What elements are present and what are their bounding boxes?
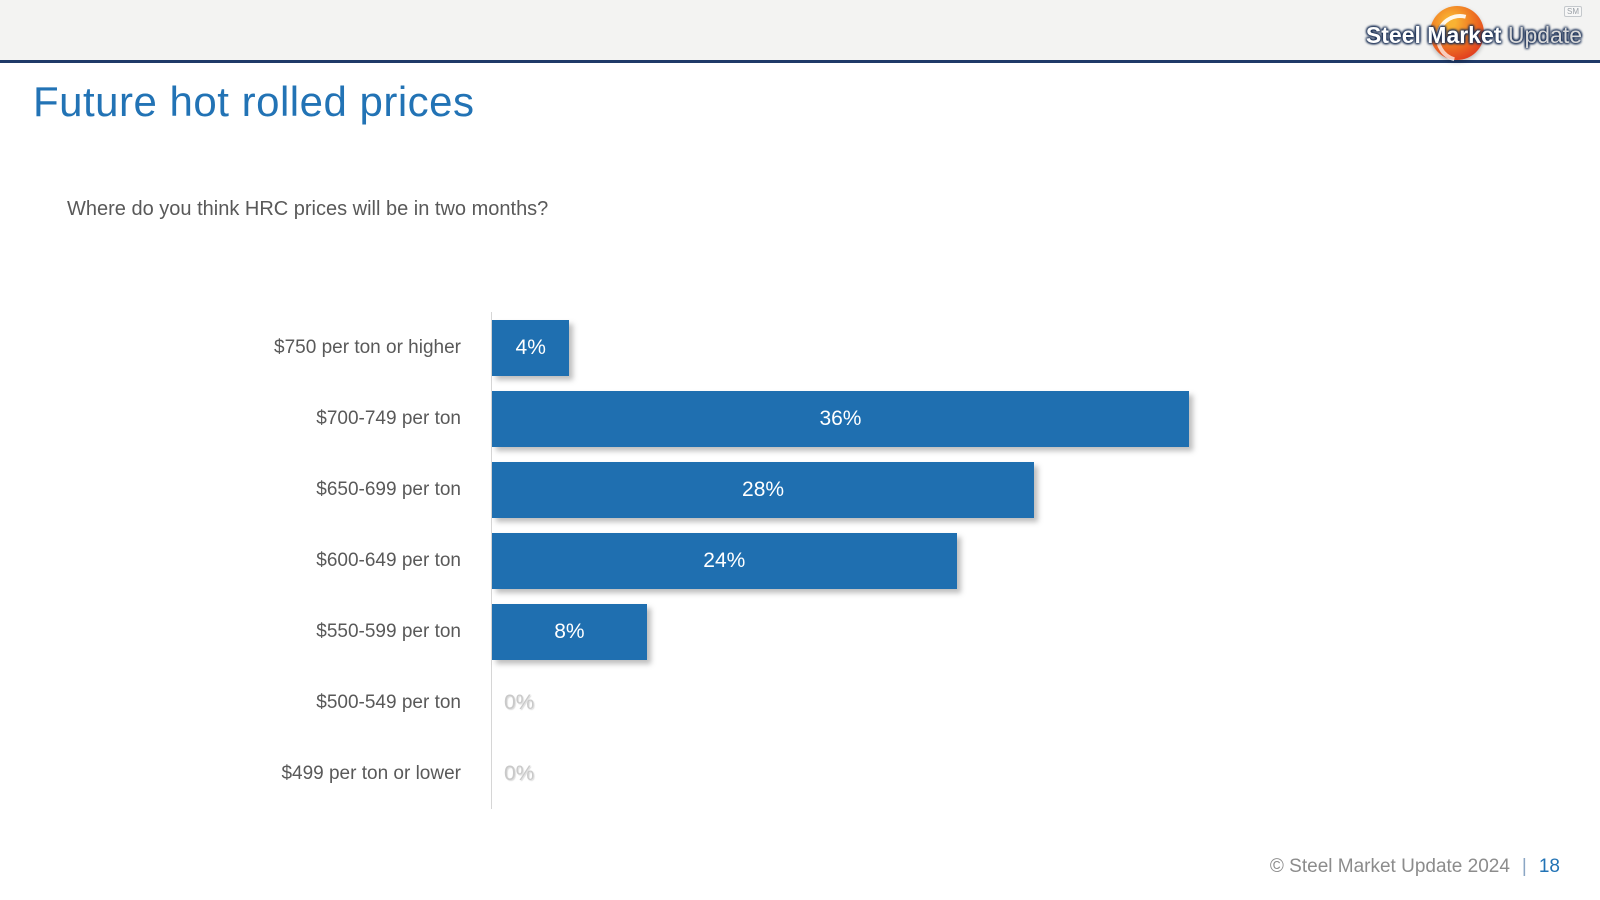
bar-value-label: 8% — [554, 619, 585, 643]
survey-question: Where do you think HRC prices will be in… — [67, 198, 549, 220]
footer: © Steel Market Update 2024 | 18 — [1270, 856, 1560, 878]
page-title: Future hot rolled prices — [33, 78, 475, 125]
logo-text: Steel Market Update — [1366, 22, 1582, 49]
logo-brand-bold: Steel Market — [1365, 22, 1502, 48]
bar-value-label: 4% — [515, 335, 546, 359]
bar-track: 4% — [491, 312, 1560, 383]
bar: 24% — [492, 532, 957, 589]
category-label: $600-649 per ton — [316, 549, 461, 571]
bar: 8% — [492, 603, 647, 660]
copyright-text: © Steel Market Update 2024 — [1269, 856, 1510, 877]
steel-market-update-logo: Steel Market Update SM — [1342, 4, 1582, 62]
page-number: 18 — [1538, 856, 1560, 877]
bar: 4% — [492, 319, 570, 376]
category-label: $750 per ton or higher — [274, 336, 461, 358]
chart-row: $550-599 per ton 8% — [180, 596, 1560, 667]
bar-value-label: 24% — [703, 548, 746, 572]
chart-row: $650-699 per ton 28% — [180, 454, 1560, 525]
bar-track: 0% — [491, 667, 1560, 738]
bar-track: 24% — [491, 525, 1560, 596]
category-label: $550-599 per ton — [316, 620, 461, 642]
bar: 36% — [492, 390, 1189, 447]
bar-track: 0% — [491, 738, 1560, 809]
category-label: $650-699 per ton — [316, 478, 461, 500]
logo-brand-light: Update — [1501, 22, 1582, 48]
chart-row: $750 per ton or higher 4% — [180, 312, 1560, 383]
bar-track: 28% — [491, 454, 1560, 525]
logo-circle-icon — [1430, 6, 1484, 60]
logo-sm-mark: SM — [1564, 6, 1582, 17]
chart-row: $600-649 per ton 24% — [180, 525, 1560, 596]
bar-value-label: 28% — [742, 477, 785, 501]
bar-value-label: 0% — [504, 690, 535, 714]
bar-value-label: 36% — [819, 406, 862, 430]
category-label: $499 per ton or lower — [281, 762, 461, 784]
category-label: $700-749 per ton — [316, 407, 461, 429]
bar-chart: $750 per ton or higher 4% $700-749 per ton… — [180, 312, 1560, 809]
chart-row: $499 per ton or lower 0% — [180, 738, 1560, 809]
category-label: $500-549 per ton — [316, 691, 461, 713]
chart-row: $700-749 per ton 36% — [180, 383, 1560, 454]
chart-row: $500-549 per ton 0% — [180, 667, 1560, 738]
header-band: Steel Market Update SM — [0, 0, 1600, 63]
bar-value-label: 0% — [504, 761, 535, 785]
bar-track: 36% — [491, 383, 1560, 454]
footer-separator: | — [1521, 856, 1527, 877]
bar: 28% — [492, 461, 1035, 518]
bar-track: 8% — [491, 596, 1560, 667]
